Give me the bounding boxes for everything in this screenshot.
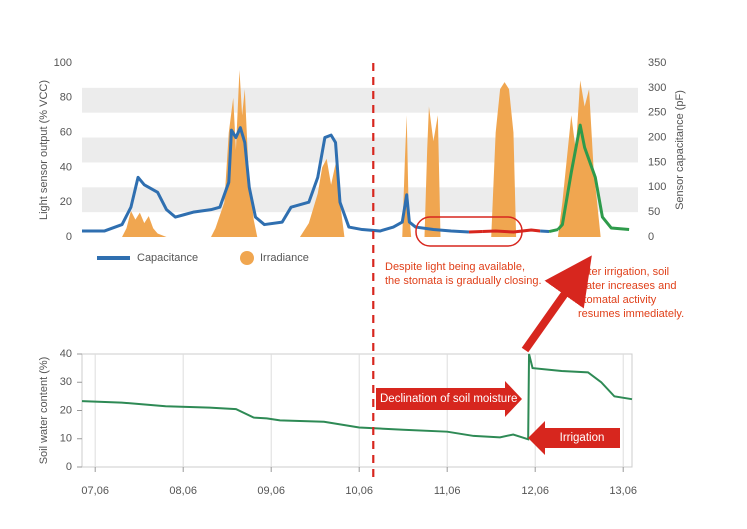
y-tick-label: 40 [60,161,72,173]
y2-tick-label: 250 [648,107,666,119]
x-tick-label: 07,06 [81,485,109,497]
plot-frame [81,353,633,468]
y-tick-label: 80 [60,92,72,104]
x-tick-label: 10,06 [345,485,373,497]
legend-label: Capacitance [137,252,198,264]
y-tick-label: 100 [54,57,72,69]
y-tick-label: 30 [60,376,72,388]
y-tick-label: 0 [66,461,72,473]
annotation: resumes immediately. [578,308,684,320]
arrow-box [528,421,620,455]
x-tick-label: 11,06 [434,485,461,497]
y-axis-label: Light sensor output (% VCC) [38,80,50,220]
y2-tick-label: 200 [648,131,666,143]
annotation: stomatal activity [578,294,657,306]
y2-axis-label: Sensor capacitance (pF) [674,90,686,210]
grid-band [82,137,638,163]
irradiance-area [82,69,634,238]
highlight-ellipse [415,216,523,247]
capacitance-line [556,123,630,232]
legend-swatch [240,251,254,265]
y-tick-label: 60 [60,127,72,139]
annotation: Declination of soil moisture [380,393,517,405]
arrow [521,255,592,353]
grid-band [82,187,638,213]
grid-band [82,87,638,113]
x-tick-label: 12,06 [521,485,549,497]
y-tick-label: 20 [60,404,72,416]
annotation: the stomata is gradually closing. [385,275,542,287]
legend-label: Irradiance [260,252,309,264]
soil-water-line [81,353,633,441]
y2-tick-label: 100 [648,181,666,193]
y2-tick-label: 300 [648,82,666,94]
capacitance-line [482,228,541,234]
y2-tick-label: 350 [648,57,666,69]
y-tick-label: 40 [60,348,72,360]
annotation: Despite light being available, [385,261,525,273]
capacitance-line [82,126,470,234]
annotation: water increases and [577,280,676,292]
y-tick-label: 0 [66,231,72,243]
y-tick-label: 20 [60,196,72,208]
y2-tick-label: 50 [648,206,660,218]
arrow-box [376,381,522,417]
x-tick-label: 13,06 [609,485,637,497]
y2-tick-label: 150 [648,156,666,168]
line-connector [548,228,559,233]
annotation: After irrigation, soil [578,266,669,278]
x-tick-label: 08,06 [169,485,197,497]
annotation: Irrigation [560,432,605,444]
y2-tick-label: 0 [648,231,654,243]
y-axis-label: Soil water content (%) [38,357,50,465]
y-tick-label: 10 [60,433,72,445]
x-tick-label: 09,06 [257,485,285,497]
